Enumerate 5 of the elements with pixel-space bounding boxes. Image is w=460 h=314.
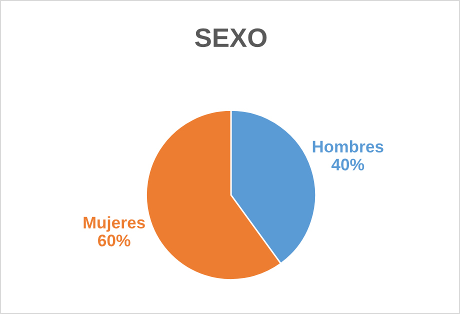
slice-label: Mujeres	[84, 216, 145, 232]
slice-label: Hombres	[312, 140, 384, 153]
data-label: 40%	[331, 158, 364, 170]
chart-title: SEXO	[195, 28, 267, 48]
data-label: 60%	[98, 234, 130, 246]
